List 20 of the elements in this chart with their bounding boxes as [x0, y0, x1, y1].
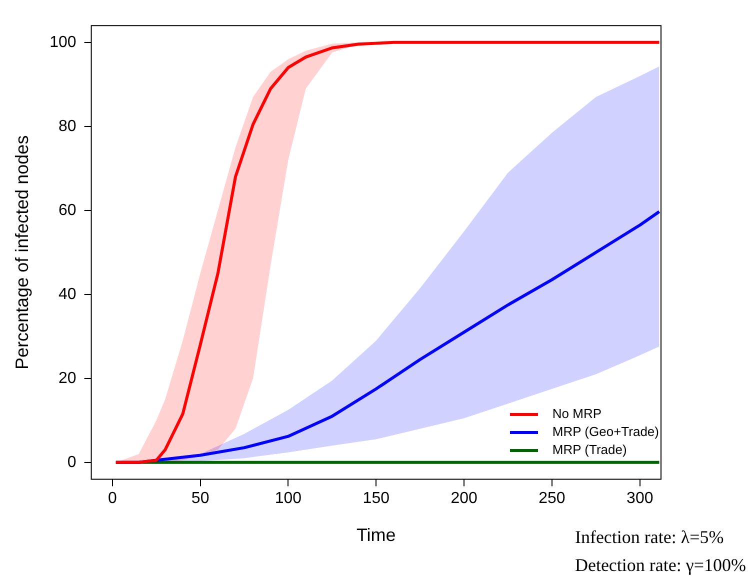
y-tick-label: 60	[58, 202, 76, 219]
x-tick-label: 150	[362, 490, 390, 508]
x-tick-label: 0	[108, 490, 117, 508]
x-axis-title: Time	[356, 525, 396, 546]
y-axis-title: Percentage of infected nodes	[12, 135, 32, 370]
legend-label: MRP (Geo+Trade)	[552, 423, 659, 442]
y-tick-label: 40	[58, 286, 76, 303]
legend-label: MRP (Trade)	[552, 441, 627, 460]
x-tick-label: 100	[274, 490, 302, 508]
y-tick-label: 0	[67, 454, 76, 471]
text: Infection rate: λ=5%	[574, 526, 725, 549]
text: Detection rate: γ=100%	[574, 554, 746, 577]
x-tick-label: 250	[538, 490, 566, 508]
x-tick-label: 50	[191, 490, 210, 508]
y-tick-label: 80	[58, 118, 76, 135]
x-tick-label: 200	[450, 490, 478, 508]
legend-label: No MRP	[552, 405, 602, 424]
x-tick-label: 300	[626, 490, 654, 508]
y-tick-label: 100	[50, 34, 76, 51]
y-tick-label: 20	[58, 370, 76, 387]
